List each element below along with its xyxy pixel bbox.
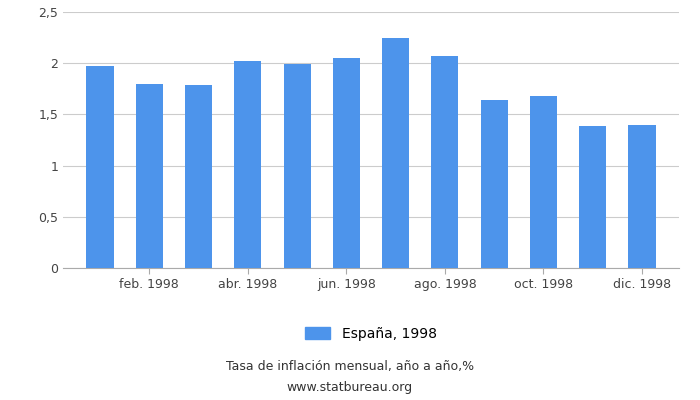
Text: Tasa de inflación mensual, año a año,%: Tasa de inflación mensual, año a año,%: [226, 360, 474, 373]
Text: www.statbureau.org: www.statbureau.org: [287, 381, 413, 394]
Bar: [382, 38, 410, 268]
Bar: [481, 100, 508, 268]
Bar: [431, 56, 458, 268]
Bar: [185, 85, 212, 268]
Bar: [234, 61, 261, 268]
Bar: [284, 64, 311, 268]
Bar: [530, 96, 557, 268]
Bar: [136, 84, 163, 268]
Legend: España, 1998: España, 1998: [300, 321, 442, 346]
Bar: [332, 58, 360, 268]
Bar: [579, 126, 606, 268]
Bar: [629, 125, 656, 268]
Bar: [86, 66, 113, 268]
